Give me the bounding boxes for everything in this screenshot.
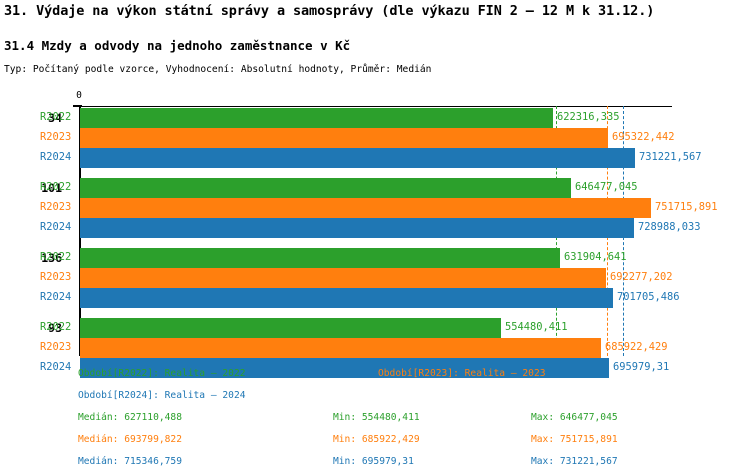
bar-value-label: 622316,335 [557,111,620,123]
bar-value-label: 695322,442 [612,131,675,143]
bar-r2023[interactable] [80,268,606,288]
bar-r2022[interactable] [80,108,553,128]
stat-median: Medián: 715346,759 [78,456,182,467]
bar-value-label: 685922,429 [605,341,668,353]
bar-r2023[interactable] [80,198,651,218]
axis-zero-tick [73,105,82,107]
row-series-label: R2022 [40,181,72,193]
bar-r2024[interactable] [80,218,634,238]
chart-row[interactable]: R2022 631904,641 [0,248,750,268]
chart-group: 34 R2022 622316,335 R2023 695322,442 R2024 731… [0,108,750,168]
stat-median: Medián: 693799,822 [78,434,182,445]
group-category-label: 93 [48,321,62,335]
axis-top-line [79,106,672,107]
chart-footer: Období[R2022]: Realita – 2022 Období[R202… [0,366,750,474]
bar-value-label: 631904,641 [564,251,627,263]
row-series-label: R2023 [40,131,72,143]
chart-group: 93 R2022 554480,411 R2023 685922,429 R2024 695… [0,318,750,378]
bar-r2024[interactable] [80,288,613,308]
chart-meta-line: Typ: Počítaný podle vzorce, Vyhodnocení:… [4,64,432,75]
bar-value-label: 728988,033 [638,221,701,233]
chart-row[interactable]: R2022 554480,411 [0,318,750,338]
bar-r2022[interactable] [80,318,501,338]
bar-value-label: 554480,411 [505,321,568,333]
bar-r2024[interactable] [80,148,635,168]
stat-min: Min: 695979,31 [333,456,414,467]
stat-min: Min: 685922,429 [333,434,420,445]
bar-value-label: 695979,31 [613,361,670,373]
bar-value-label: 731221,567 [639,151,702,163]
legend-entry[interactable]: Období[R2023]: Realita – 2023 [378,368,546,379]
bar-r2023[interactable] [80,128,608,148]
chart-row[interactable]: R2024 701705,486 [0,288,750,308]
chart-group: 101 R2022 646477,045 R2023 751715,891 R2024 72… [0,178,750,238]
stat-max: Max: 751715,891 [531,434,618,445]
legend-entry[interactable]: Období[R2022]: Realita – 2022 [78,368,246,379]
chart-row[interactable]: R2023 692277,202 [0,268,750,288]
bar-value-label: 646477,045 [575,181,638,193]
row-series-label: R2024 [40,361,72,373]
chart-row[interactable]: R2023 685922,429 [0,338,750,358]
group-category-label: 101 [41,181,62,195]
chart-row[interactable]: R2022 622316,335 [0,108,750,128]
stat-max: Max: 731221,567 [531,456,618,467]
row-series-label: R2022 [40,251,72,263]
page-title: 31. Výdaje na výkon státní správy a samo… [4,3,655,19]
bar-r2022[interactable] [80,178,571,198]
stat-median: Medián: 627110,488 [78,412,182,423]
chart-plot-area: 0 34 R2022 622316,335 R2023 695322,442 R2024 7… [0,88,750,378]
row-series-label: R2022 [40,321,72,333]
stat-min: Min: 554480,411 [333,412,420,423]
group-category-label: 34 [48,111,62,125]
row-series-label: R2024 [40,221,72,233]
axis-tick-label-zero: 0 [76,90,82,101]
row-series-label: R2023 [40,201,72,213]
row-series-label: R2024 [40,291,72,303]
legend-entry[interactable]: Období[R2024]: Realita – 2024 [78,390,246,401]
chart-row[interactable]: R2023 751715,891 [0,198,750,218]
bar-r2023[interactable] [80,338,601,358]
stat-max: Max: 646477,045 [531,412,618,423]
chart-row[interactable]: R2024 695979,31 [0,358,750,378]
bar-value-label: 751715,891 [655,201,718,213]
group-category-label: 136 [41,251,62,265]
bar-value-label: 701705,486 [617,291,680,303]
bar-r2024[interactable] [80,358,609,378]
chart-row[interactable]: R2024 728988,033 [0,218,750,238]
chart-row[interactable]: R2023 695322,442 [0,128,750,148]
row-series-label: R2024 [40,151,72,163]
chart-row[interactable]: R2024 731221,567 [0,148,750,168]
row-series-label: R2023 [40,271,72,283]
chart-subtitle: 31.4 Mzdy a odvody na jednoho zaměstnanc… [4,38,351,53]
bar-r2022[interactable] [80,248,560,268]
chart-group: 136 R2022 631904,641 R2023 692277,202 R2024 70… [0,248,750,308]
bar-value-label: 692277,202 [610,271,673,283]
row-series-label: R2023 [40,341,72,353]
row-series-label: R2022 [40,111,72,123]
chart-row[interactable]: R2022 646477,045 [0,178,750,198]
